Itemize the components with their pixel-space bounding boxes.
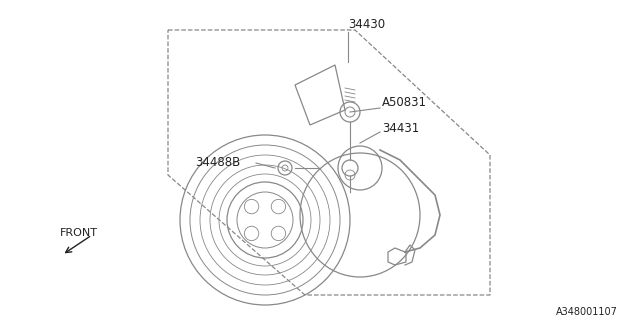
Text: A50831: A50831 xyxy=(382,97,427,109)
Text: A348001107: A348001107 xyxy=(556,307,618,317)
Text: 34488B: 34488B xyxy=(195,156,240,170)
Text: 34430: 34430 xyxy=(348,19,385,31)
Text: FRONT: FRONT xyxy=(60,228,98,238)
Text: 34431: 34431 xyxy=(382,122,419,134)
